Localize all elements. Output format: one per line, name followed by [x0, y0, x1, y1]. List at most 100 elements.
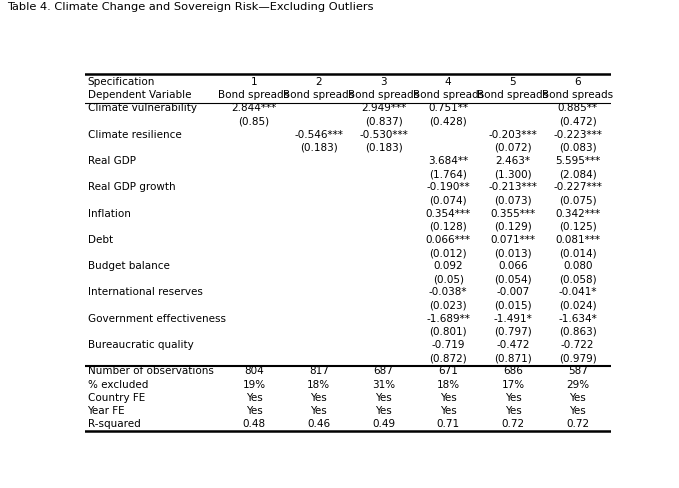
Text: Yes: Yes: [375, 393, 392, 403]
Text: 0.46: 0.46: [307, 419, 331, 429]
Text: 29%: 29%: [566, 380, 589, 389]
Text: -1.491*: -1.491*: [494, 314, 532, 324]
Text: 0.066***: 0.066***: [426, 235, 471, 245]
Text: -0.203***: -0.203***: [489, 130, 537, 140]
Text: (0.072): (0.072): [494, 143, 532, 153]
Text: Country FE: Country FE: [88, 393, 145, 403]
Text: Yes: Yes: [440, 406, 456, 416]
Text: 19%: 19%: [242, 380, 265, 389]
Text: 0.355***: 0.355***: [490, 208, 536, 219]
Text: (0.183): (0.183): [300, 143, 337, 153]
Text: (0.058): (0.058): [559, 274, 596, 285]
Text: -0.546***: -0.546***: [294, 130, 343, 140]
Text: 686: 686: [503, 366, 523, 376]
Text: (0.428): (0.428): [429, 117, 467, 126]
Text: -0.227***: -0.227***: [553, 182, 602, 192]
Text: (0.013): (0.013): [494, 248, 532, 258]
Text: Real GDP: Real GDP: [88, 156, 136, 166]
Text: (1.764): (1.764): [429, 169, 467, 179]
Text: 2.463*: 2.463*: [496, 156, 530, 166]
Text: (0.054): (0.054): [494, 274, 532, 285]
Text: Bureaucratic quality: Bureaucratic quality: [88, 340, 194, 350]
Text: (0.183): (0.183): [365, 143, 403, 153]
Text: Real GDP growth: Real GDP growth: [88, 182, 175, 192]
Text: 17%: 17%: [501, 380, 524, 389]
Text: 2.844***: 2.844***: [232, 103, 276, 113]
Text: -0.190**: -0.190**: [426, 182, 470, 192]
Text: (0.472): (0.472): [559, 117, 597, 126]
Text: (0.075): (0.075): [559, 195, 596, 205]
Text: Bond spreads: Bond spreads: [283, 90, 354, 100]
Text: (0.014): (0.014): [559, 248, 596, 258]
Text: Yes: Yes: [569, 393, 586, 403]
Text: 671: 671: [439, 366, 458, 376]
Text: -0.719: -0.719: [431, 340, 465, 350]
Text: 0.72: 0.72: [501, 419, 524, 429]
Text: 0.080: 0.080: [563, 261, 593, 271]
Text: Yes: Yes: [569, 406, 586, 416]
Text: (0.797): (0.797): [494, 327, 532, 337]
Text: (0.128): (0.128): [429, 222, 467, 232]
Text: 0.354***: 0.354***: [426, 208, 471, 219]
Text: Yes: Yes: [504, 406, 521, 416]
Text: -0.213***: -0.213***: [488, 182, 537, 192]
Text: 687: 687: [373, 366, 393, 376]
Text: -0.722: -0.722: [561, 340, 594, 350]
Text: -1.689**: -1.689**: [426, 314, 470, 324]
Text: 5.595***: 5.595***: [555, 156, 600, 166]
Text: (0.023): (0.023): [429, 301, 467, 311]
Text: Yes: Yes: [310, 393, 327, 403]
Text: 0.71: 0.71: [437, 419, 460, 429]
Text: 0.72: 0.72: [566, 419, 589, 429]
Text: Inflation: Inflation: [88, 208, 130, 219]
Text: -0.530***: -0.530***: [359, 130, 408, 140]
Text: (0.024): (0.024): [559, 301, 596, 311]
Text: Number of observations: Number of observations: [88, 366, 213, 376]
Text: Bond spreads: Bond spreads: [219, 90, 290, 100]
Text: (0.85): (0.85): [238, 117, 270, 126]
Text: (0.979): (0.979): [559, 353, 597, 363]
Text: Yes: Yes: [246, 393, 262, 403]
Text: (1.300): (1.300): [494, 169, 532, 179]
Text: Bond spreads: Bond spreads: [477, 90, 549, 100]
Text: % excluded: % excluded: [88, 380, 148, 389]
Text: 0.066: 0.066: [498, 261, 528, 271]
Text: Climate vulnerability: Climate vulnerability: [88, 103, 196, 113]
Text: (0.871): (0.871): [494, 353, 532, 363]
Text: 0.48: 0.48: [242, 419, 265, 429]
Text: 31%: 31%: [372, 380, 395, 389]
Text: R-squared: R-squared: [88, 419, 141, 429]
Text: (0.863): (0.863): [559, 327, 597, 337]
Text: Bond spreads: Bond spreads: [413, 90, 484, 100]
Text: Yes: Yes: [504, 393, 521, 403]
Text: Dependent Variable: Dependent Variable: [88, 90, 191, 100]
Text: -0.041*: -0.041*: [558, 287, 597, 298]
Text: Government effectiveness: Government effectiveness: [88, 314, 225, 324]
Text: 18%: 18%: [307, 380, 331, 389]
Text: 0.751**: 0.751**: [428, 103, 469, 113]
Text: (0.801): (0.801): [429, 327, 467, 337]
Text: Debt: Debt: [88, 235, 113, 245]
Text: 3: 3: [380, 77, 387, 87]
Text: (0.073): (0.073): [494, 195, 532, 205]
Text: Yes: Yes: [375, 406, 392, 416]
Text: (2.084): (2.084): [559, 169, 597, 179]
Text: Specification: Specification: [88, 77, 155, 87]
Text: Table 4. Climate Change and Sovereign Risk—Excluding Outliers: Table 4. Climate Change and Sovereign Ri…: [7, 2, 373, 12]
Text: Climate resilience: Climate resilience: [88, 130, 181, 140]
Text: Bond spreads: Bond spreads: [348, 90, 419, 100]
Text: -0.223***: -0.223***: [553, 130, 602, 140]
Text: 0.081***: 0.081***: [555, 235, 600, 245]
Text: 1: 1: [251, 77, 257, 87]
Text: (0.015): (0.015): [494, 301, 532, 311]
Text: (0.872): (0.872): [429, 353, 467, 363]
Text: 587: 587: [568, 366, 587, 376]
Text: (0.837): (0.837): [365, 117, 403, 126]
Text: 0.092: 0.092: [433, 261, 463, 271]
Text: 18%: 18%: [437, 380, 460, 389]
Text: 3.684**: 3.684**: [428, 156, 469, 166]
Text: International reserves: International reserves: [88, 287, 202, 298]
Text: 0.342***: 0.342***: [555, 208, 600, 219]
Text: -1.634*: -1.634*: [558, 314, 597, 324]
Text: (0.083): (0.083): [559, 143, 596, 153]
